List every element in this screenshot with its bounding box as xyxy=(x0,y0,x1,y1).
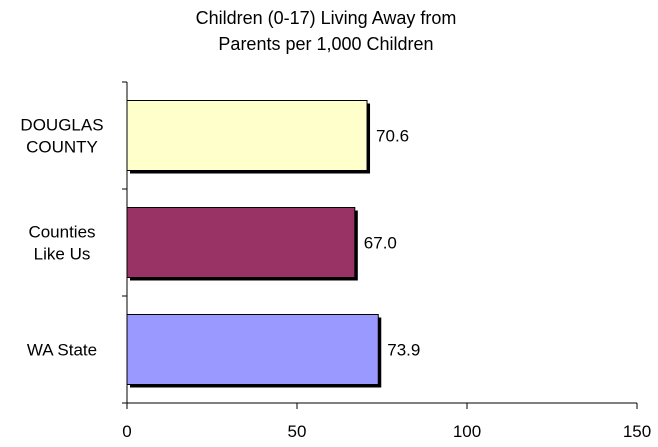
category-label: WA State xyxy=(27,341,97,360)
data-label: 70.6 xyxy=(376,127,409,146)
category-label: Like Us xyxy=(34,245,91,264)
data-label: 67.0 xyxy=(364,234,397,253)
category-label: COUNTY xyxy=(26,138,98,157)
plot-area: 70.6 DOUGLAS COUNTY 67.0 Counties Like Us 73.9… xyxy=(20,81,651,441)
chart-title-line-2: Parents per 1,000 Children xyxy=(218,34,433,54)
x-tick-label: 100 xyxy=(453,422,481,441)
x-tick-label: 150 xyxy=(623,422,651,441)
bar xyxy=(126,100,368,171)
chart-title-line-1: Children (0-17) Living Away from xyxy=(196,8,457,28)
bar xyxy=(126,314,379,385)
category-label: DOUGLAS xyxy=(20,116,103,135)
x-tick-label: 50 xyxy=(288,422,307,441)
category-label: Counties xyxy=(28,223,95,242)
bar xyxy=(126,207,356,278)
data-label: 73.9 xyxy=(387,341,420,360)
x-tick-label: 0 xyxy=(122,422,131,441)
